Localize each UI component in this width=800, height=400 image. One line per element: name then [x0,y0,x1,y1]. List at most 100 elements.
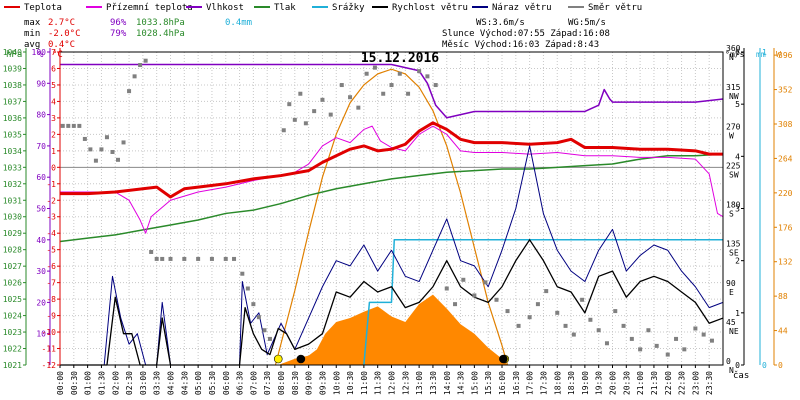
series-solar-radiation [278,294,508,365]
x-tick-label: 06:30 [236,371,245,395]
wind-direction-point [397,71,402,76]
x-tick-label: 20:30 [622,371,631,395]
axis-solar-tick-label: 264 [778,154,793,163]
wind-direction-point [251,302,256,307]
wind-direction-point [494,297,499,302]
x-tick-label: 17:30 [539,371,548,395]
wind-direction-point [232,256,237,261]
x-tick-label: 07:00 [249,371,258,395]
axis-direction-tick-label: 225 [726,161,741,170]
x-tick-label: 18:00 [553,371,562,395]
axis-humidity-tick-label: 30 [36,267,46,276]
max-hum: 96% [110,18,127,28]
x-tick-label: 05:30 [208,371,217,395]
legend-label: Náraz větru [492,3,552,13]
axis-solar-tick-label: 352 [778,86,793,95]
axis-humidity-tick-label: 40 [36,236,46,245]
wind-direction-point [527,315,532,320]
min-temp: -2.0°C [48,29,81,39]
axis-temperature-tick-label: -1 [46,180,56,189]
axis-humidity-unit: % [38,50,44,60]
max-label: max [24,18,41,28]
wind-direction-point [240,271,245,276]
axis-humidity-tick-label: 60 [36,173,46,182]
axis-temperature-tick-label: -6 [46,262,56,271]
axis-pressure-tick-label: 1022 [3,345,22,354]
wind-direction-point [505,309,510,314]
x-tick-label: 02:00 [111,371,120,395]
wind-direction-point [262,328,267,333]
axis-wind-tick-label: 4 [735,152,740,161]
axis-wind-unit: m/s [730,50,745,59]
axis-direction-tick-label: W [729,131,734,140]
wind-direction-point [209,256,214,261]
avg-label: avg [24,40,40,50]
wind-direction-point [339,83,344,88]
wind-direction-point [674,336,679,341]
axis-direction-tick-label: 315 [726,83,741,92]
x-axis-label: čas [733,370,749,381]
wind-direction-point [629,336,634,341]
axis-temperature-unit: °C [52,50,63,60]
axis-pressure-tick-label: 1027 [3,262,22,271]
x-tick-label: 04:30 [180,371,189,395]
wind-direction-point [544,289,549,294]
wind-direction-point [444,286,449,291]
wind-direction-point [472,293,477,298]
axis-direction-tick-label: 180 [726,201,741,210]
x-tick-label: 19:30 [595,371,604,395]
wind-direction-point [433,83,438,88]
x-tick-label: 11:00 [360,371,369,395]
axis-temperature-tick-label: -12 [42,361,57,370]
series-srážky [363,239,723,366]
x-tick-label: 18:30 [567,371,576,395]
axis-wind-tick-label: 5 [735,100,740,109]
axis-rain-tick-label: 0 [762,361,767,370]
wind-direction-point [99,147,104,152]
axis-pressure-unit: hPa [6,50,22,60]
x-tick-label: 13:00 [415,371,424,395]
axis-humidity-tick-label: 10 [36,330,46,339]
axis-rain-unit: mm [756,50,766,59]
axis-pressure-tick-label: 1023 [3,328,22,337]
wind-direction-point [328,112,333,117]
wind-direction-point [638,347,643,352]
axis-direction-tick-label: S [729,210,734,219]
min-hum: 79% [110,29,127,39]
axis-wind-tick-label: 3 [735,205,740,214]
axis-temperature-tick-label: -2 [46,196,56,205]
axis-rain-tick-label: 1 [762,48,767,57]
axis-direction-tick-label: SW [729,170,739,179]
axis-pressure-tick-label: 1034 [3,147,22,156]
axis-solar-tick-label: 220 [778,189,793,198]
axis-pressure-tick-label: 1029 [3,229,22,238]
wind-direction-point [693,326,698,331]
wind-direction-point [66,123,71,128]
max-press: 1033.8hPa [136,18,185,28]
wind-direction-point [60,123,65,128]
chart-title: 15.12.2016 [361,51,439,66]
x-tick-label: 04:00 [167,371,176,395]
wind-direction-point [425,74,430,79]
axis-direction-tick-label: E [729,288,734,297]
axis-pressure-tick-label: 1032 [3,180,22,189]
x-tick-label: 03:00 [139,371,148,395]
solar-layer [274,68,509,366]
wind-direction-point [320,97,325,102]
axis-solar-tick-label: 0 [778,361,783,370]
axis-pressure-tick-label: 1021 [3,361,22,370]
axis-direction-tick-label: 90 [726,279,736,288]
axis-temperature-tick-label: 0 [51,163,56,172]
wind-direction-point [127,89,132,94]
axis-direction-tick-label: 45 [726,318,736,327]
moon-times: Měsíc Východ:16:03 Západ:8:43 [442,40,599,50]
wind-direction-point [604,341,609,346]
series-layer [59,58,724,366]
axis-pressure-tick-label: 1028 [3,246,22,255]
x-tick-label: 23:00 [691,371,700,395]
wind-direction-point [389,83,394,88]
axis-direction-tick-label: 270 [726,122,741,131]
wind-direction-point [613,309,618,314]
axis-solar-tick-label: 44 [778,327,788,336]
wind-direction-point [245,286,250,291]
